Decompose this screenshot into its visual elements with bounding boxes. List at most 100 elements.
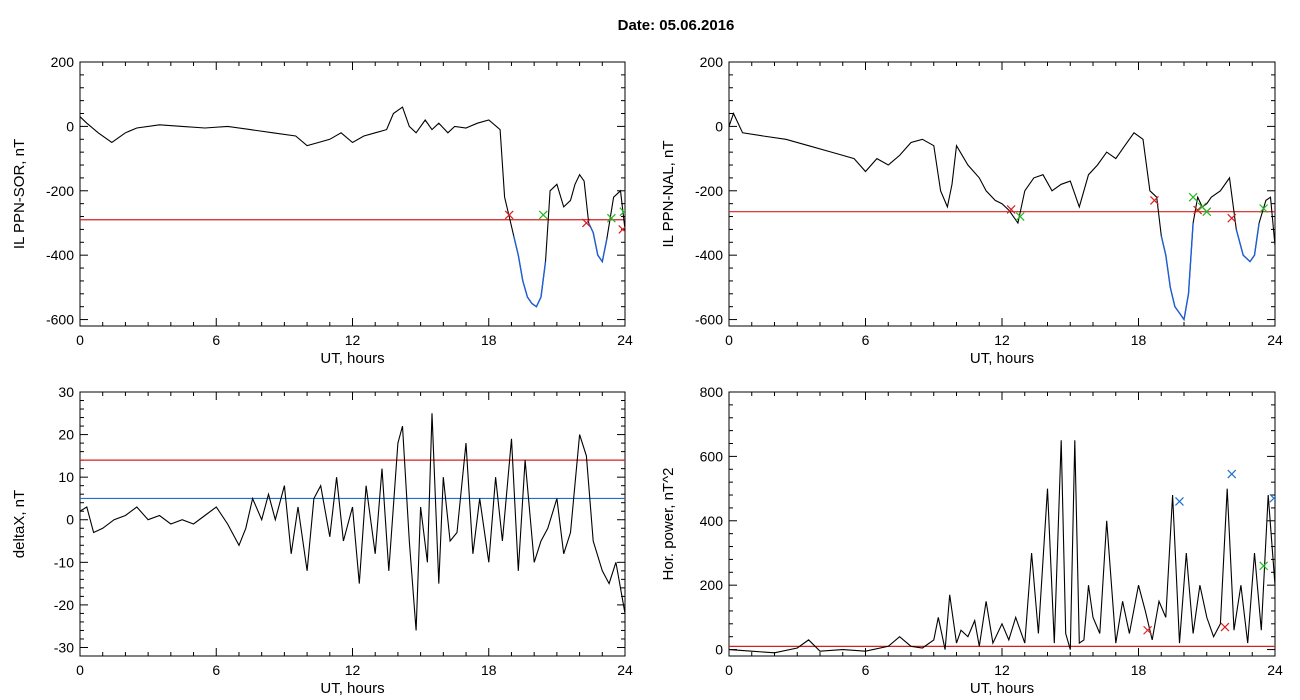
x-tick-label: 6 (212, 662, 220, 678)
y-tick-label: 30 (58, 384, 74, 400)
marker-stroke (1143, 625, 1153, 635)
y-tick-label: 0 (66, 118, 74, 134)
x-tick-label: 18 (1131, 332, 1147, 348)
y-tick-label: 600 (700, 448, 724, 464)
x-tick-label: 24 (1267, 662, 1283, 678)
x-tick-label: 18 (1131, 662, 1147, 678)
marker-stroke (538, 210, 548, 220)
y-tick-label: -30 (54, 639, 74, 655)
x-tick-label: 0 (76, 332, 84, 348)
x-tick-label: 6 (862, 662, 870, 678)
x-axis-label: UT, hours (970, 680, 1034, 697)
y-tick-label: 200 (700, 54, 724, 70)
data-marker-blue (1227, 469, 1237, 479)
y-axis-label: Hor. power, nT^2 (660, 468, 677, 581)
data-marker-red (1006, 205, 1016, 214)
y-axis-label: deltaX, nT (11, 490, 28, 558)
data-marker-green (1015, 212, 1025, 221)
below-threshold-segment (588, 222, 608, 264)
y-tick-label: 20 (58, 427, 74, 443)
x-axis-label: UT, hours (970, 350, 1034, 367)
x-tick-label: 0 (725, 332, 733, 348)
marker-stroke (606, 213, 616, 223)
chart-title: Date: 05.06.2016 (617, 17, 735, 34)
marker-stroke (1006, 205, 1016, 214)
x-tick-label: 0 (725, 662, 733, 678)
y-tick-label: 0 (715, 642, 723, 658)
marker-stroke (618, 226, 625, 234)
y-tick-label: -400 (695, 247, 723, 263)
chart-panel-nal: 0 6 12 18 24 200 0 -200 -400 -600 UT, hours IL PPN-… (660, 54, 1283, 367)
marker-stroke (1227, 469, 1237, 479)
marker-stroke (1150, 196, 1159, 205)
y-tick-label: -20 (54, 597, 74, 613)
data-series-line (729, 112, 1275, 322)
marker-stroke (1220, 622, 1230, 632)
plot-area (729, 440, 1275, 654)
plot-area (729, 112, 1275, 322)
chart-panel-sor: 0 6 12 18 24 200 0 -200 -400 -600 UT, hours IL PPN-… (11, 54, 633, 367)
marker-stroke (1259, 561, 1269, 571)
plot-frame (728, 61, 1276, 327)
x-tick-label: 24 (617, 662, 633, 678)
marker-stroke (1015, 212, 1025, 221)
x-axis-label: UT, hours (320, 680, 384, 697)
y-tick-label: 200 (700, 577, 724, 593)
y-tick-label: -400 (46, 247, 74, 263)
x-tick-label: 0 (76, 662, 84, 678)
marker-stroke (1202, 207, 1212, 217)
data-marker-blue (1175, 497, 1184, 506)
chart-panel-deltax: 0 6 12 18 24 30 20 10 0 -10 -20 -30 UT, hours deltaX,… (11, 384, 633, 697)
x-tick-label: 12 (994, 332, 1010, 348)
y-tick-label: 800 (700, 384, 724, 400)
marker-stroke (619, 209, 625, 217)
data-marker-green (1259, 561, 1269, 571)
plot-frame (728, 391, 1276, 657)
x-axis-label: UT, hours (320, 350, 384, 367)
data-marker-red (1143, 625, 1153, 635)
y-tick-label: -10 (54, 554, 74, 570)
data-marker-red (504, 210, 514, 220)
plot-area (80, 106, 625, 308)
marker-stroke (1227, 213, 1237, 223)
y-tick-label: -600 (46, 312, 74, 328)
marker-stroke (1269, 496, 1275, 503)
y-tick-label: 400 (700, 513, 724, 529)
y-tick-label: -200 (695, 183, 723, 199)
marker-stroke (1188, 192, 1198, 202)
x-tick-label: 12 (345, 332, 361, 348)
plot-area (80, 413, 625, 631)
data-marker-red (1150, 196, 1159, 205)
below-threshold-segment (1160, 222, 1194, 322)
data-series-line (729, 440, 1275, 654)
data-marker-green (538, 210, 548, 220)
data-marker-red (618, 224, 625, 234)
below-threshold-segment (513, 235, 547, 308)
plot-frame (79, 61, 626, 327)
y-tick-label: 200 (51, 54, 75, 70)
x-tick-label: 24 (617, 332, 633, 348)
data-marker-red (1193, 205, 1203, 215)
marker-stroke (1197, 202, 1207, 212)
x-tick-label: 12 (994, 662, 1010, 678)
y-tick-label: 10 (58, 469, 74, 485)
x-tick-label: 24 (1267, 332, 1283, 348)
plot-frame (79, 391, 626, 657)
data-series-line (80, 106, 625, 308)
marker-stroke (504, 210, 514, 220)
x-tick-label: 6 (212, 332, 220, 348)
data-marker-green (1188, 192, 1198, 202)
data-marker-green (1259, 204, 1269, 213)
x-tick-label: 18 (481, 662, 497, 678)
data-marker-red (1227, 213, 1237, 223)
chart-panel-power: 0 6 12 18 24 800 600 400 200 0 UT, hours Hor. power… (660, 384, 1283, 697)
data-marker-red (1220, 622, 1230, 632)
x-tick-label: 18 (481, 332, 497, 348)
marker-stroke (1259, 204, 1269, 213)
y-axis-label: IL PPN-SOR, nT (11, 139, 28, 249)
data-marker-green (606, 213, 616, 223)
y-tick-label: -200 (46, 183, 74, 199)
marker-stroke (1175, 497, 1184, 506)
y-tick-label: 0 (715, 118, 723, 134)
